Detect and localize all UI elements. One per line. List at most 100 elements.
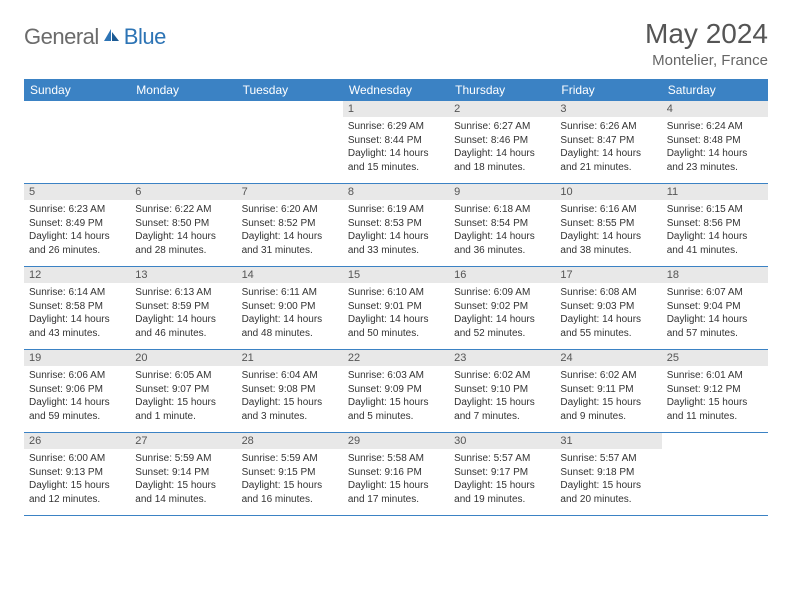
sunset-text: Sunset: 9:14 PM — [135, 466, 231, 480]
sunrise-text: Sunrise: 6:10 AM — [348, 286, 444, 300]
day-cell: 14Sunrise: 6:11 AMSunset: 9:00 PMDayligh… — [237, 267, 343, 349]
daylight-text: Daylight: 14 hours and 33 minutes. — [348, 230, 444, 257]
day-info: Sunrise: 6:23 AMSunset: 8:49 PMDaylight:… — [28, 203, 126, 257]
day-number: 1 — [343, 101, 449, 117]
day-cell: 17Sunrise: 6:08 AMSunset: 9:03 PMDayligh… — [555, 267, 661, 349]
daylight-text: Daylight: 14 hours and 59 minutes. — [29, 396, 125, 423]
sunrise-text: Sunrise: 5:59 AM — [242, 452, 338, 466]
day-info: Sunrise: 6:11 AMSunset: 9:00 PMDaylight:… — [241, 286, 339, 340]
sunrise-text: Sunrise: 6:09 AM — [454, 286, 550, 300]
sunset-text: Sunset: 8:46 PM — [454, 134, 550, 148]
sunset-text: Sunset: 9:11 PM — [560, 383, 656, 397]
week-row: 26Sunrise: 6:00 AMSunset: 9:13 PMDayligh… — [24, 433, 768, 516]
day-info: Sunrise: 6:01 AMSunset: 9:12 PMDaylight:… — [666, 369, 764, 423]
day-cell: 25Sunrise: 6:01 AMSunset: 9:12 PMDayligh… — [662, 350, 768, 432]
day-info: Sunrise: 6:20 AMSunset: 8:52 PMDaylight:… — [241, 203, 339, 257]
sunrise-text: Sunrise: 6:27 AM — [454, 120, 550, 134]
week-row: 19 Sunrise: 6:06 AMSunset: 9:06 PMDayligh… — [24, 350, 768, 433]
daylight-text: Daylight: 14 hours and 50 minutes. — [348, 313, 444, 340]
empty-day — [237, 101, 343, 183]
sunrise-text: Sunrise: 6:00 AM — [29, 452, 125, 466]
weekday-header: Tuesday — [237, 79, 343, 101]
sunrise-text: Sunrise: 6:18 AM — [454, 203, 550, 217]
sunrise-text: Sunrise: 6:08 AM — [560, 286, 656, 300]
sunset-text: Sunset: 8:54 PM — [454, 217, 550, 231]
daylight-text: Daylight: 14 hours and 36 minutes. — [454, 230, 550, 257]
day-cell: 31Sunrise: 5:57 AMSunset: 9:18 PMDayligh… — [555, 433, 661, 515]
sunset-text: Sunset: 8:55 PM — [560, 217, 656, 231]
day-cell: 23Sunrise: 6:02 AMSunset: 9:10 PMDayligh… — [449, 350, 555, 432]
empty-day — [24, 101, 130, 183]
day-number: 7 — [237, 184, 343, 200]
sunset-text: Sunset: 9:15 PM — [242, 466, 338, 480]
day-number: 19 — [24, 350, 130, 366]
day-number: 2 — [449, 101, 555, 117]
sunrise-text: Sunrise: 6:19 AM — [348, 203, 444, 217]
day-cell: 3Sunrise: 6:26 AMSunset: 8:47 PMDaylight… — [555, 101, 661, 183]
day-number: 30 — [449, 433, 555, 449]
sunrise-text: Sunrise: 6:15 AM — [667, 203, 763, 217]
sunset-text: Sunset: 8:53 PM — [348, 217, 444, 231]
empty-day — [662, 433, 768, 515]
day-info: Sunrise: 6:06 AMSunset: 9:06 PMDaylight:… — [28, 369, 126, 423]
sunrise-text: Sunrise: 5:58 AM — [348, 452, 444, 466]
logo-text-1: General — [24, 24, 99, 50]
daylight-text: Daylight: 14 hours and 52 minutes. — [454, 313, 550, 340]
sunset-text: Sunset: 9:10 PM — [454, 383, 550, 397]
day-info: Sunrise: 6:24 AMSunset: 8:48 PMDaylight:… — [666, 120, 764, 174]
day-number: 20 — [130, 350, 236, 366]
sunrise-text: Sunrise: 6:22 AM — [135, 203, 231, 217]
day-cell: 18Sunrise: 6:07 AMSunset: 9:04 PMDayligh… — [662, 267, 768, 349]
daylight-text: Daylight: 14 hours and 26 minutes. — [29, 230, 125, 257]
location-label: Montelier, France — [645, 52, 768, 69]
day-cell: 30Sunrise: 5:57 AMSunset: 9:17 PMDayligh… — [449, 433, 555, 515]
daylight-text: Daylight: 15 hours and 11 minutes. — [667, 396, 763, 423]
daylight-text: Daylight: 15 hours and 14 minutes. — [135, 479, 231, 506]
sunrise-text: Sunrise: 5:57 AM — [560, 452, 656, 466]
sunrise-text: Sunrise: 6:23 AM — [29, 203, 125, 217]
sunset-text: Sunset: 9:01 PM — [348, 300, 444, 314]
sunrise-text: Sunrise: 6:03 AM — [348, 369, 444, 383]
sunset-text: Sunset: 8:49 PM — [29, 217, 125, 231]
day-info: Sunrise: 6:07 AMSunset: 9:04 PMDaylight:… — [666, 286, 764, 340]
day-info: Sunrise: 5:57 AMSunset: 9:18 PMDaylight:… — [559, 452, 657, 506]
day-cell: 6Sunrise: 6:22 AMSunset: 8:50 PMDaylight… — [130, 184, 236, 266]
day-cell: 26Sunrise: 6:00 AMSunset: 9:13 PMDayligh… — [24, 433, 130, 515]
daylight-text: Daylight: 15 hours and 19 minutes. — [454, 479, 550, 506]
day-number: 23 — [449, 350, 555, 366]
day-info: Sunrise: 6:16 AMSunset: 8:55 PMDaylight:… — [559, 203, 657, 257]
day-cell: 8Sunrise: 6:19 AMSunset: 8:53 PMDaylight… — [343, 184, 449, 266]
day-number: 22 — [343, 350, 449, 366]
day-cell: 11Sunrise: 6:15 AMSunset: 8:56 PMDayligh… — [662, 184, 768, 266]
daylight-text: Daylight: 14 hours and 57 minutes. — [667, 313, 763, 340]
sunset-text: Sunset: 9:17 PM — [454, 466, 550, 480]
sunrise-text: Sunrise: 6:02 AM — [560, 369, 656, 383]
day-cell: 21Sunrise: 6:04 AMSunset: 9:08 PMDayligh… — [237, 350, 343, 432]
day-number: 10 — [555, 184, 661, 200]
sunset-text: Sunset: 8:59 PM — [135, 300, 231, 314]
weekday-header: Sunday — [24, 79, 130, 101]
daylight-text: Daylight: 14 hours and 41 minutes. — [667, 230, 763, 257]
day-cell: 9Sunrise: 6:18 AMSunset: 8:54 PMDaylight… — [449, 184, 555, 266]
daylight-text: Daylight: 14 hours and 21 minutes. — [560, 147, 656, 174]
day-cell: 29Sunrise: 5:58 AMSunset: 9:16 PMDayligh… — [343, 433, 449, 515]
daylight-text: Daylight: 14 hours and 48 minutes. — [242, 313, 338, 340]
empty-day — [130, 101, 236, 183]
sunrise-text: Sunrise: 6:13 AM — [135, 286, 231, 300]
day-info: Sunrise: 5:59 AMSunset: 9:15 PMDaylight:… — [241, 452, 339, 506]
day-info: Sunrise: 6:00 AMSunset: 9:13 PMDaylight:… — [28, 452, 126, 506]
calendar-page: General Blue May 2024 Montelier, France … — [0, 0, 792, 526]
day-cell: 2 Sunrise: 6:27 AMSunset: 8:46 PMDaylight… — [449, 101, 555, 183]
sunrise-text: Sunrise: 6:01 AM — [667, 369, 763, 383]
day-cell: 28Sunrise: 5:59 AMSunset: 9:15 PMDayligh… — [237, 433, 343, 515]
week-row: 5Sunrise: 6:23 AMSunset: 8:49 PMDaylight… — [24, 184, 768, 267]
day-info: Sunrise: 6:13 AMSunset: 8:59 PMDaylight:… — [134, 286, 232, 340]
sunset-text: Sunset: 9:08 PM — [242, 383, 338, 397]
day-info: Sunrise: 6:08 AMSunset: 9:03 PMDaylight:… — [559, 286, 657, 340]
sunset-text: Sunset: 9:04 PM — [667, 300, 763, 314]
day-cell: 7 Sunrise: 6:20 AMSunset: 8:52 PMDaylight… — [237, 184, 343, 266]
day-info: Sunrise: 6:10 AMSunset: 9:01 PMDaylight:… — [347, 286, 445, 340]
day-info: Sunrise: 6:27 AMSunset: 8:46 PMDaylight:… — [453, 120, 551, 174]
daylight-text: Daylight: 15 hours and 17 minutes. — [348, 479, 444, 506]
sunset-text: Sunset: 8:58 PM — [29, 300, 125, 314]
